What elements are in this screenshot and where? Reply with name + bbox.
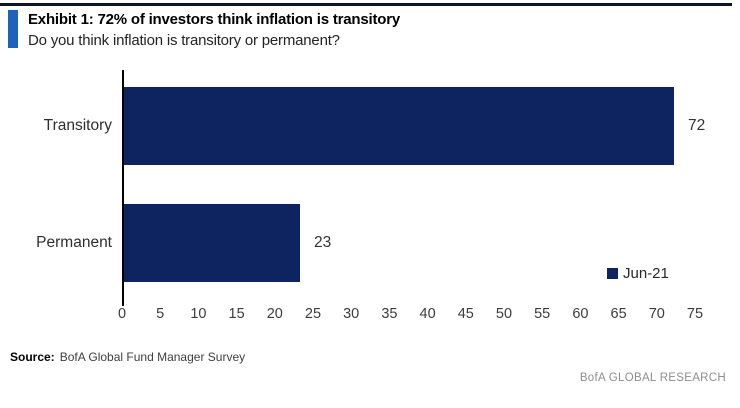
legend: Jun-21 <box>607 265 669 282</box>
x-tick-label-60: 60 <box>572 306 589 322</box>
x-tick-label-35: 35 <box>381 306 398 322</box>
source-text: BofA Global Fund Manager Survey <box>59 350 246 364</box>
x-tick-label-25: 25 <box>304 306 322 322</box>
x-tick-label-65: 65 <box>610 306 627 322</box>
value-label-permanent: 23 <box>314 234 332 251</box>
source-label: Source: <box>10 350 55 364</box>
exhibit-subtitle: Do you think inflation is transitory or … <box>28 32 340 49</box>
source-note: Source: BofA Global Fund Manager Survey <box>10 350 245 364</box>
category-label-permanent: Permanent <box>36 234 112 251</box>
bar-transitory <box>124 87 674 165</box>
exhibit-title: Exhibit 1: 72% of investors think inflat… <box>28 11 401 28</box>
x-tick-label-0: 0 <box>117 306 127 322</box>
x-tick-label-20: 20 <box>266 306 283 322</box>
x-tick-label-75: 75 <box>686 306 704 322</box>
top-rule <box>0 3 732 6</box>
category-label-transitory: Transitory <box>43 117 112 134</box>
x-tick-label-40: 40 <box>419 306 436 322</box>
x-tick-label-30: 30 <box>343 306 360 322</box>
x-tick-label-5: 5 <box>156 306 165 322</box>
x-tick-label-45: 45 <box>457 306 474 322</box>
value-label-transitory: 72 <box>688 117 706 134</box>
branding-text: BofA GLOBAL RESEARCH <box>579 372 726 384</box>
accent-bar <box>8 10 18 48</box>
legend-swatch-icon <box>607 268 618 279</box>
x-tick-label-55: 55 <box>534 306 551 322</box>
bar-permanent <box>124 204 300 282</box>
x-tick-label-50: 50 <box>495 306 513 322</box>
x-tick-label-70: 70 <box>648 306 665 322</box>
x-tick-label-15: 15 <box>228 306 245 322</box>
legend-label: Jun-21 <box>623 265 669 282</box>
y-axis-line <box>122 70 124 306</box>
x-tick-label-10: 10 <box>190 306 207 322</box>
